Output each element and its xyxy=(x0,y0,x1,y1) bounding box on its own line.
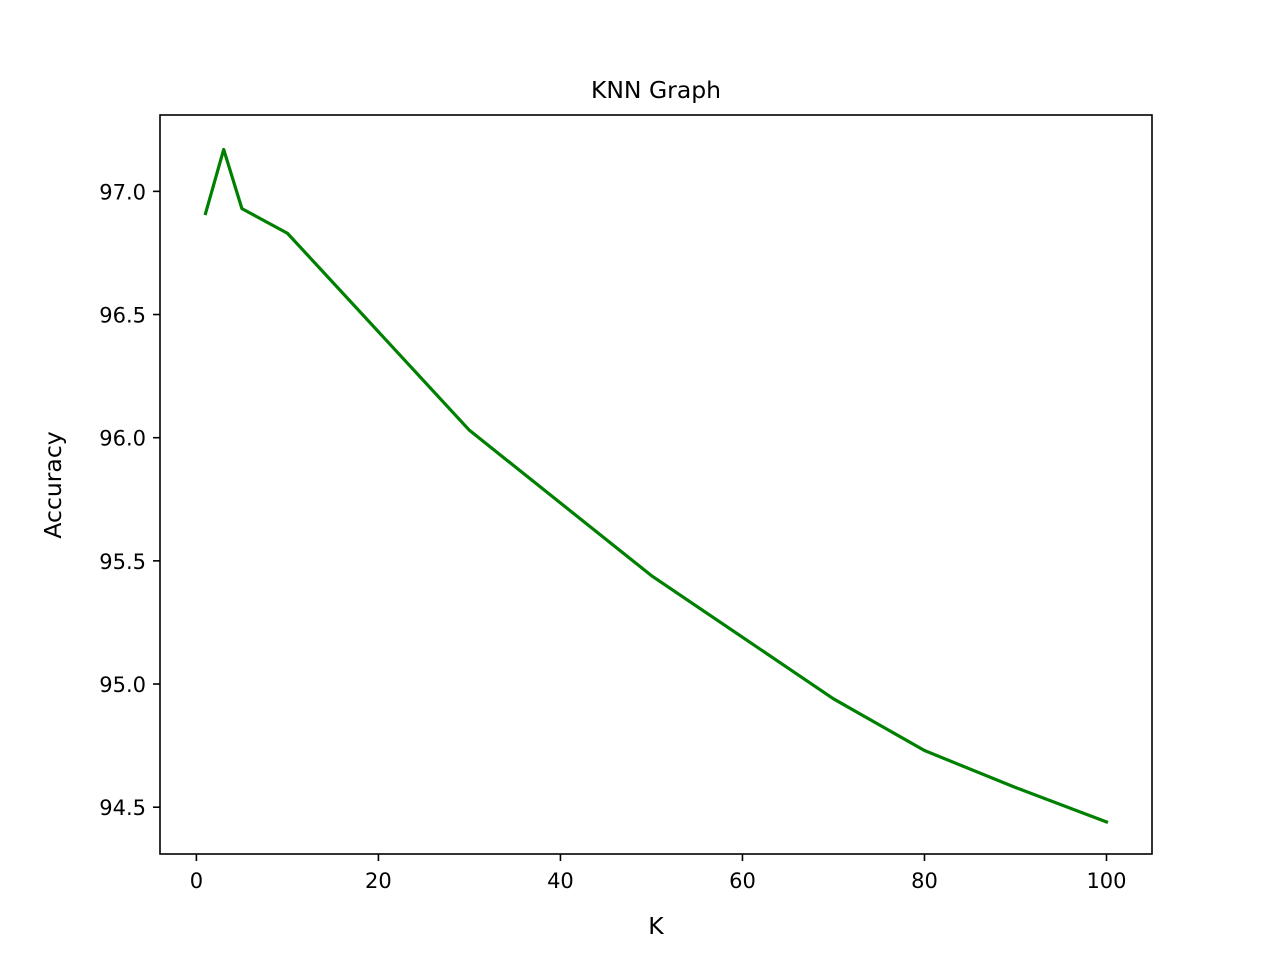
x-tick-label: 20 xyxy=(365,869,392,893)
y-tick-label: 96.0 xyxy=(99,427,146,451)
y-axis: 94.5 95.0 95.5 96.0 96.5 97.0 xyxy=(99,180,160,820)
series-line xyxy=(203,147,1109,825)
plot-frame xyxy=(159,114,1153,855)
x-tick-label: 80 xyxy=(911,869,938,893)
x-tick-label: 0 xyxy=(190,869,203,893)
y-tick-label: 95.5 xyxy=(99,550,146,574)
y-tick-label: 95.0 xyxy=(99,673,146,697)
y-tick-label: 97.0 xyxy=(99,180,146,204)
x-axis-label: K xyxy=(648,912,664,940)
x-tick-label: 40 xyxy=(547,869,574,893)
y-tick-label: 96.5 xyxy=(99,304,146,328)
plot-area xyxy=(203,147,1109,825)
y-tick-label: 94.5 xyxy=(99,796,146,820)
y-axis-label: Accuracy xyxy=(39,431,67,538)
chart-title: KNN Graph xyxy=(591,76,721,104)
x-tick-label: 100 xyxy=(1086,869,1126,893)
x-axis: 0 20 40 60 80 100 xyxy=(190,854,1127,893)
x-tick-label: 60 xyxy=(729,869,756,893)
